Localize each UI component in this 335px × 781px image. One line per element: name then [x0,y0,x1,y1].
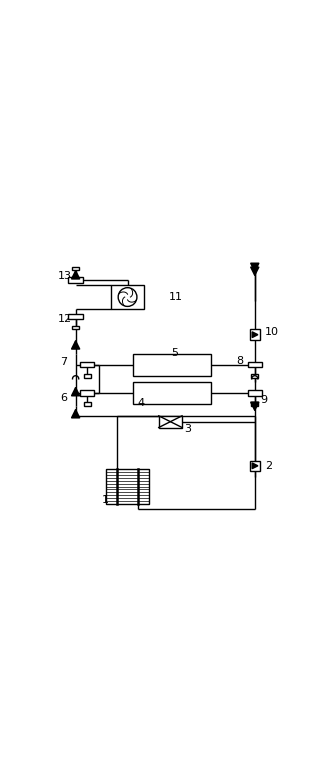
Bar [80,390,94,396]
Text: 12: 12 [58,314,72,324]
Bar [111,285,144,309]
Text: 3: 3 [185,424,192,434]
Bar [250,330,260,340]
Text: 4: 4 [138,398,145,408]
Bar [133,382,211,404]
Bar [251,402,258,406]
Text: 1: 1 [102,494,109,505]
Bar [159,415,182,427]
Text: 10: 10 [265,327,279,337]
Bar [68,276,83,283]
Bar [72,326,79,330]
Text: 2: 2 [265,461,272,471]
Polygon shape [252,463,258,469]
Bar [68,314,83,319]
Bar [250,461,260,471]
Text: 7: 7 [60,357,67,367]
Polygon shape [252,332,258,337]
Bar [133,354,211,376]
Text: 11: 11 [169,292,183,302]
Bar [72,266,79,270]
Text: 9: 9 [260,395,267,405]
Text: 5: 5 [172,348,179,358]
Bar [248,390,262,396]
Text: 13: 13 [58,271,71,281]
Bar [84,374,91,377]
Bar [80,362,94,367]
Bar [106,469,149,504]
Bar [251,374,258,377]
Text: 8: 8 [237,355,244,366]
Bar [84,402,91,406]
Text: 6: 6 [60,394,67,403]
Bar [248,362,262,367]
